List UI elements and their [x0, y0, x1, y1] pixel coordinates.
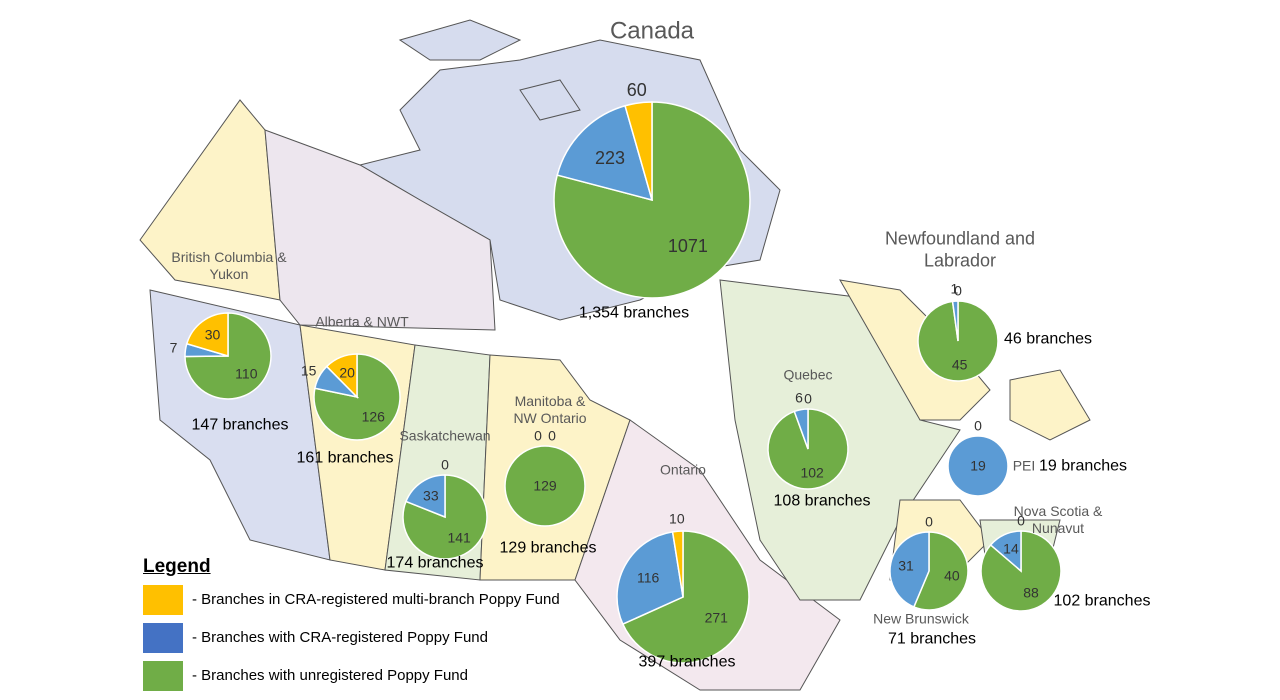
- branch-total: 102 branches: [1053, 592, 1151, 610]
- legend-swatches: [143, 585, 183, 691]
- legend-title: Legend: [143, 556, 211, 577]
- pie-value-label: 0: [534, 427, 542, 444]
- pie-value-label: 0: [974, 417, 982, 434]
- pie-value-label: 33: [423, 487, 439, 504]
- pie-value-label: 0: [954, 282, 962, 299]
- pie-slice: [671, 530, 684, 598]
- branch-total: 397 branches: [638, 653, 736, 671]
- branch-total: 19 branches: [1038, 457, 1128, 475]
- pie-value-label: 6: [795, 389, 803, 406]
- pie-value-label: 0: [804, 390, 812, 407]
- pie-value-label: 15: [300, 362, 317, 379]
- pie-value-label: 271: [704, 610, 728, 627]
- region-name: Quebec: [783, 366, 833, 383]
- pie-value-label: 31: [898, 557, 914, 574]
- region-name: Nova Scotia & Nunavut: [1013, 503, 1103, 536]
- pie-slice: [504, 445, 586, 527]
- pie-value-label: 88: [1023, 584, 1039, 601]
- branch-total: 108 branches: [773, 492, 871, 510]
- pie-slice: [624, 101, 653, 201]
- pie-value-label: 116: [636, 569, 660, 586]
- pie-value-label: 0: [441, 456, 449, 473]
- pie-value-label: 110: [235, 365, 258, 382]
- pie-value-label: 102: [800, 464, 824, 481]
- legend-swatch: [143, 623, 183, 653]
- pie-slice: [989, 530, 1022, 573]
- region-name: Ontario: [660, 461, 706, 478]
- pie-value-label: 10: [669, 510, 685, 527]
- branch-total: 147 branches: [191, 416, 289, 434]
- pie-value-label: 0: [548, 427, 556, 444]
- region-name: Manitoba & NW Ontario: [513, 393, 587, 426]
- legend-label: - Branches with CRA-registered Poppy Fun…: [192, 629, 488, 646]
- pie-value-label: 20: [339, 364, 355, 381]
- pie-value-label: 1: [950, 280, 959, 297]
- pie-slice: [621, 530, 750, 664]
- pie-slice: [912, 531, 969, 611]
- legend-label: - Branches with unregistered Poppy Fund: [192, 667, 468, 684]
- pie-value-label: 1071: [667, 235, 708, 256]
- pie-value-label: 60: [626, 80, 647, 101]
- pie-slice: [185, 312, 229, 358]
- pie-value-label: 30: [204, 326, 221, 343]
- pie-slice: [889, 531, 930, 608]
- pie-value-label: 19: [970, 457, 986, 474]
- pie-slice: [793, 408, 809, 450]
- branch-total: 1,354 branches: [578, 304, 690, 322]
- pie-slice: [556, 104, 654, 202]
- pie-value-label: 0: [1017, 512, 1025, 529]
- pie-slice: [951, 300, 959, 342]
- pie-slice: [616, 530, 684, 626]
- pie-slice: [405, 474, 446, 519]
- pie-value-label: 40: [944, 567, 960, 584]
- pie-value-label: 14: [1003, 540, 1019, 557]
- branch-total: 46 branches: [1003, 330, 1093, 348]
- pie-value-label: 126: [361, 408, 385, 425]
- pie-slice: [325, 353, 358, 399]
- pie-value-label: 45: [951, 356, 968, 373]
- pie-value-label: 223: [594, 148, 626, 169]
- region-name: Alberta & NWT: [315, 313, 409, 330]
- region-name: Canada: [609, 17, 695, 45]
- legend-label: - Branches in CRA-registered multi-branc…: [192, 591, 560, 608]
- branch-total: 174 branches: [386, 554, 484, 572]
- pie-value-label: 0: [925, 513, 933, 530]
- pie-value-label: 141: [447, 529, 471, 546]
- legend-swatch: [143, 585, 183, 615]
- legend-swatch: [143, 661, 183, 691]
- pie-slice: [947, 435, 1009, 497]
- branch-total: 129 branches: [499, 539, 597, 557]
- region-name: Saskatchewan: [399, 427, 491, 444]
- pie-slice: [184, 312, 272, 400]
- region-name: PEI: [1012, 457, 1036, 474]
- region-name: New Brunswick: [873, 610, 969, 627]
- branch-total: 161 branches: [296, 449, 394, 467]
- branch-total: 71 branches: [887, 630, 977, 648]
- pie-slice: [402, 474, 488, 560]
- pie-value-label: 7: [169, 339, 178, 356]
- region-name: British Columbia & Yukon: [171, 249, 287, 282]
- region-name: Newfoundland and Labrador: [884, 228, 1036, 270]
- pie-value-label: 129: [533, 477, 557, 494]
